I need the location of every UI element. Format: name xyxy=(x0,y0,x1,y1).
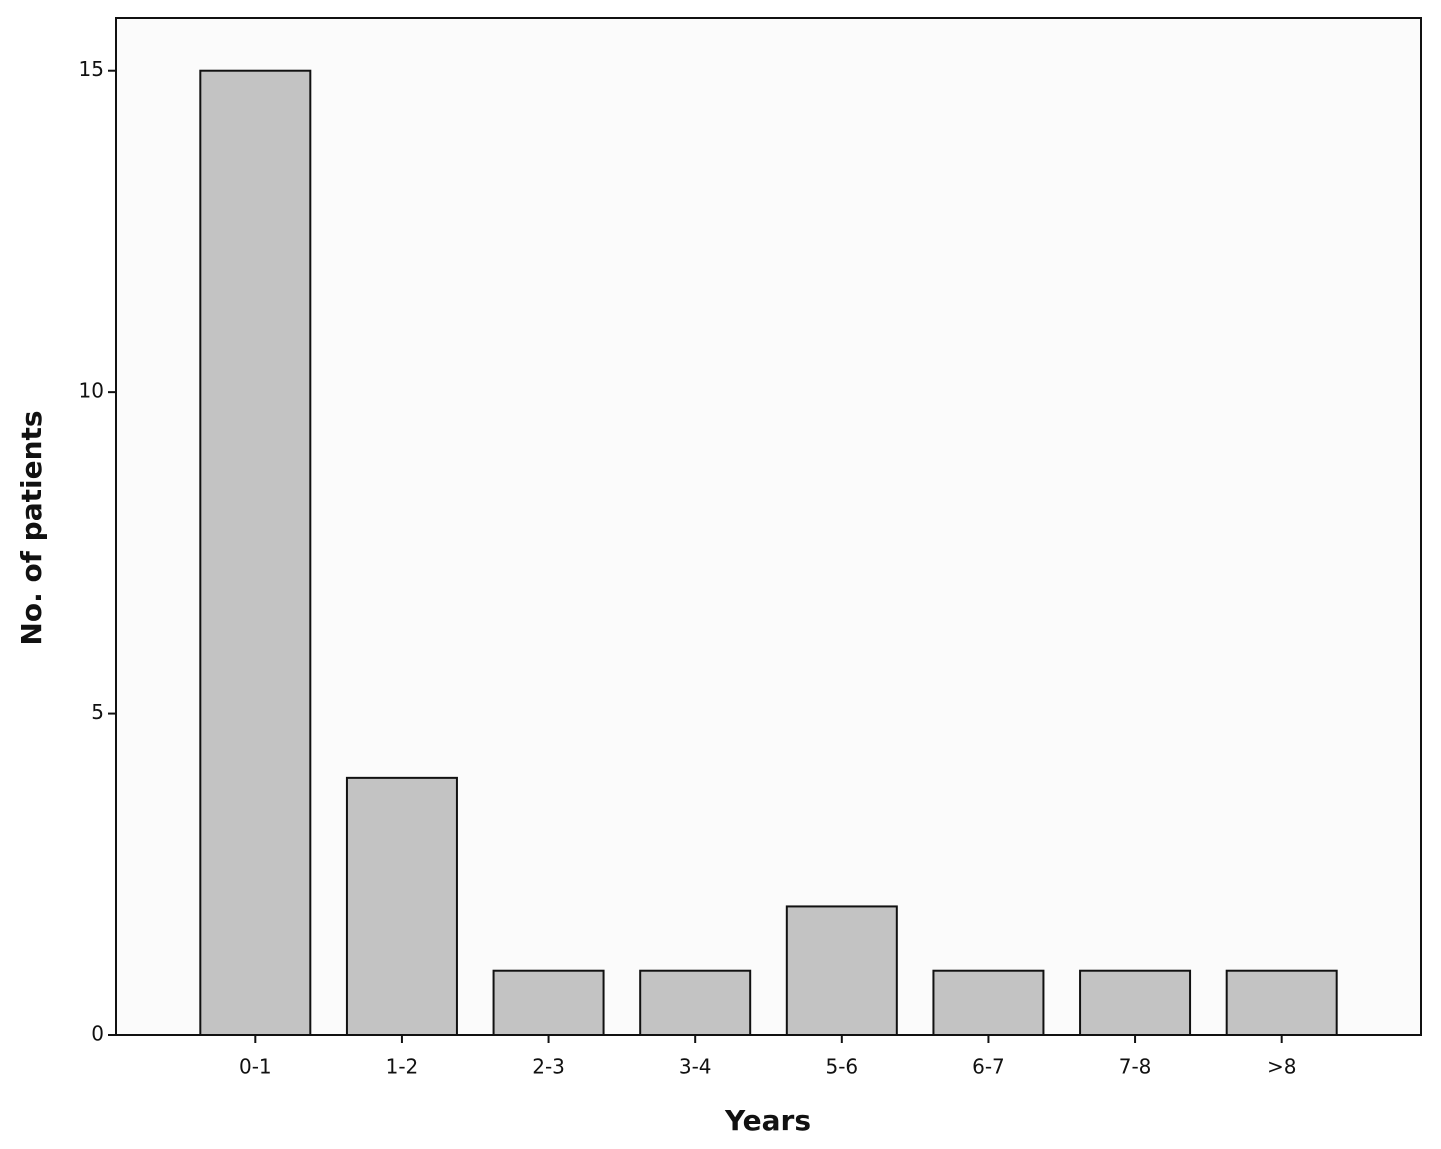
bar xyxy=(785,905,898,1037)
y-axis-title: No. of patients xyxy=(15,410,48,645)
x-tick-label: 5-6 xyxy=(825,1055,858,1079)
bar xyxy=(1079,969,1192,1037)
x-axis-title: Years xyxy=(724,1104,811,1137)
y-tick-label: 0 xyxy=(91,1022,104,1046)
bar xyxy=(932,969,1045,1037)
bar xyxy=(345,776,458,1036)
y-tick-label: 10 xyxy=(79,379,104,403)
bar xyxy=(492,969,605,1037)
y-tick-label: 15 xyxy=(79,57,104,81)
x-tick-label: 1-2 xyxy=(386,1055,419,1079)
x-tick-label: 2-3 xyxy=(532,1055,565,1079)
x-tick-label: 7-8 xyxy=(1119,1055,1152,1079)
x-tick-label: 6-7 xyxy=(972,1055,1005,1079)
plot-frame xyxy=(115,17,1422,1036)
bar xyxy=(639,969,752,1037)
bar xyxy=(1225,969,1338,1037)
y-tick-label: 5 xyxy=(91,700,104,724)
x-tick-label: >8 xyxy=(1267,1055,1296,1079)
bar xyxy=(199,69,312,1036)
x-tick-label: 0-1 xyxy=(239,1055,272,1079)
x-tick-label: 3-4 xyxy=(679,1055,712,1079)
